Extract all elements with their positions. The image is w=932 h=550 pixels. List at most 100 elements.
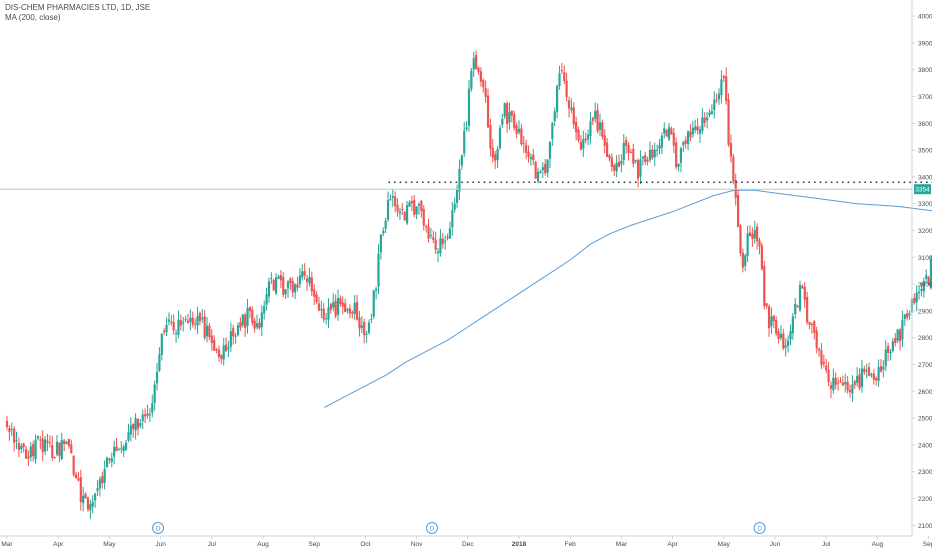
candle-body <box>758 240 761 247</box>
candle <box>255 314 259 330</box>
candle-body <box>903 314 906 319</box>
candle <box>310 271 313 297</box>
candle-body <box>891 341 894 352</box>
candle <box>213 335 216 352</box>
candle-body <box>727 99 730 145</box>
candle <box>146 404 149 419</box>
candle <box>479 67 482 87</box>
candle <box>22 442 25 453</box>
candle-body <box>556 85 559 112</box>
candle <box>677 163 680 172</box>
candle <box>194 318 197 330</box>
candle <box>348 304 352 319</box>
candle-body <box>567 100 571 109</box>
candle-body <box>560 70 563 72</box>
price-axis[interactable]: 2100 2200 2300 2400 2500 2600 2700 2800 2900 3000… <box>912 14 932 530</box>
candle <box>382 227 385 237</box>
candle <box>891 338 894 353</box>
dividend-marker-circle[interactable] <box>425 522 438 534</box>
candle-body <box>846 381 849 391</box>
candle <box>29 442 32 462</box>
candle <box>460 154 463 170</box>
candle <box>427 218 430 243</box>
candle <box>834 372 837 390</box>
candle <box>703 111 706 128</box>
candle-body <box>553 111 556 122</box>
time-tick-label: Oct <box>360 541 370 548</box>
candle-body <box>710 111 713 114</box>
dividend-marker-circle[interactable] <box>152 522 165 534</box>
candle-body <box>344 303 347 312</box>
candle <box>486 88 490 129</box>
candle-body <box>608 155 611 159</box>
candle <box>875 376 878 386</box>
candle <box>436 247 440 263</box>
candle <box>77 471 80 482</box>
time-tick-label: Dec <box>462 541 474 548</box>
candle <box>279 270 282 289</box>
candle <box>432 230 435 244</box>
candle-body <box>8 428 11 433</box>
candle-body <box>205 325 209 337</box>
price-tick-label: 3100 <box>918 255 932 262</box>
candle-body <box>879 366 883 372</box>
candle <box>182 316 185 332</box>
candle-body <box>701 117 704 131</box>
candle-body <box>629 151 633 153</box>
time-tick-label: May <box>103 541 116 548</box>
dividend-marker-circle[interactable] <box>753 522 766 534</box>
candle-body <box>425 225 428 227</box>
candle-body <box>736 194 740 227</box>
candle-body <box>498 127 502 149</box>
candle <box>132 423 135 438</box>
dividend-marker[interactable]: D <box>425 522 438 534</box>
candle <box>55 435 59 457</box>
candle <box>401 203 404 216</box>
candle-body <box>810 324 814 326</box>
candle <box>629 148 633 154</box>
candle-body <box>720 79 723 95</box>
candle <box>763 260 766 310</box>
candle <box>405 200 409 226</box>
symbol-legend[interactable]: DIS-CHEM PHARMACIES LTD, 1D, JSE <box>5 3 151 12</box>
time-tick-label: Apr <box>53 541 64 548</box>
candle-body <box>494 154 497 161</box>
candle <box>782 328 785 351</box>
candle-body <box>310 277 313 292</box>
candle-body <box>217 349 221 358</box>
candle-body <box>875 378 878 381</box>
candle <box>203 310 206 340</box>
candle <box>210 329 213 351</box>
last-price-label-layer: 3354 <box>914 184 931 195</box>
dividend-marker[interactable]: D <box>753 522 766 534</box>
time-axis[interactable]: Mar Apr May Jun Jul Aug Sep Oct Nov Dec 2018 Feb Mar… <box>1 536 932 548</box>
candle-body <box>677 163 680 167</box>
dividend-marker[interactable]: D <box>152 522 165 534</box>
candle-body <box>355 301 359 320</box>
ma-200-line <box>324 189 932 408</box>
candle <box>715 93 718 104</box>
ma-indicator-legend[interactable]: MA (200, close) <box>5 13 61 22</box>
price-tick-label: 2500 <box>918 416 932 423</box>
candle-body <box>470 70 473 89</box>
candle <box>872 369 875 385</box>
candle <box>563 65 566 85</box>
candle-body <box>148 414 151 416</box>
candle-body <box>79 477 82 503</box>
candle <box>291 277 294 298</box>
candle <box>713 91 716 119</box>
candle <box>653 142 656 167</box>
candle-body <box>908 313 911 316</box>
candle-body <box>748 232 752 236</box>
candle <box>503 102 506 120</box>
candle-body <box>679 148 683 163</box>
price-tick-label: 3400 <box>918 174 932 181</box>
candle-body <box>51 445 54 458</box>
price-tick-label: 3300 <box>918 201 932 208</box>
candle <box>367 319 371 335</box>
candle-body <box>325 318 328 320</box>
candle <box>696 118 699 135</box>
candle-body <box>775 319 778 334</box>
